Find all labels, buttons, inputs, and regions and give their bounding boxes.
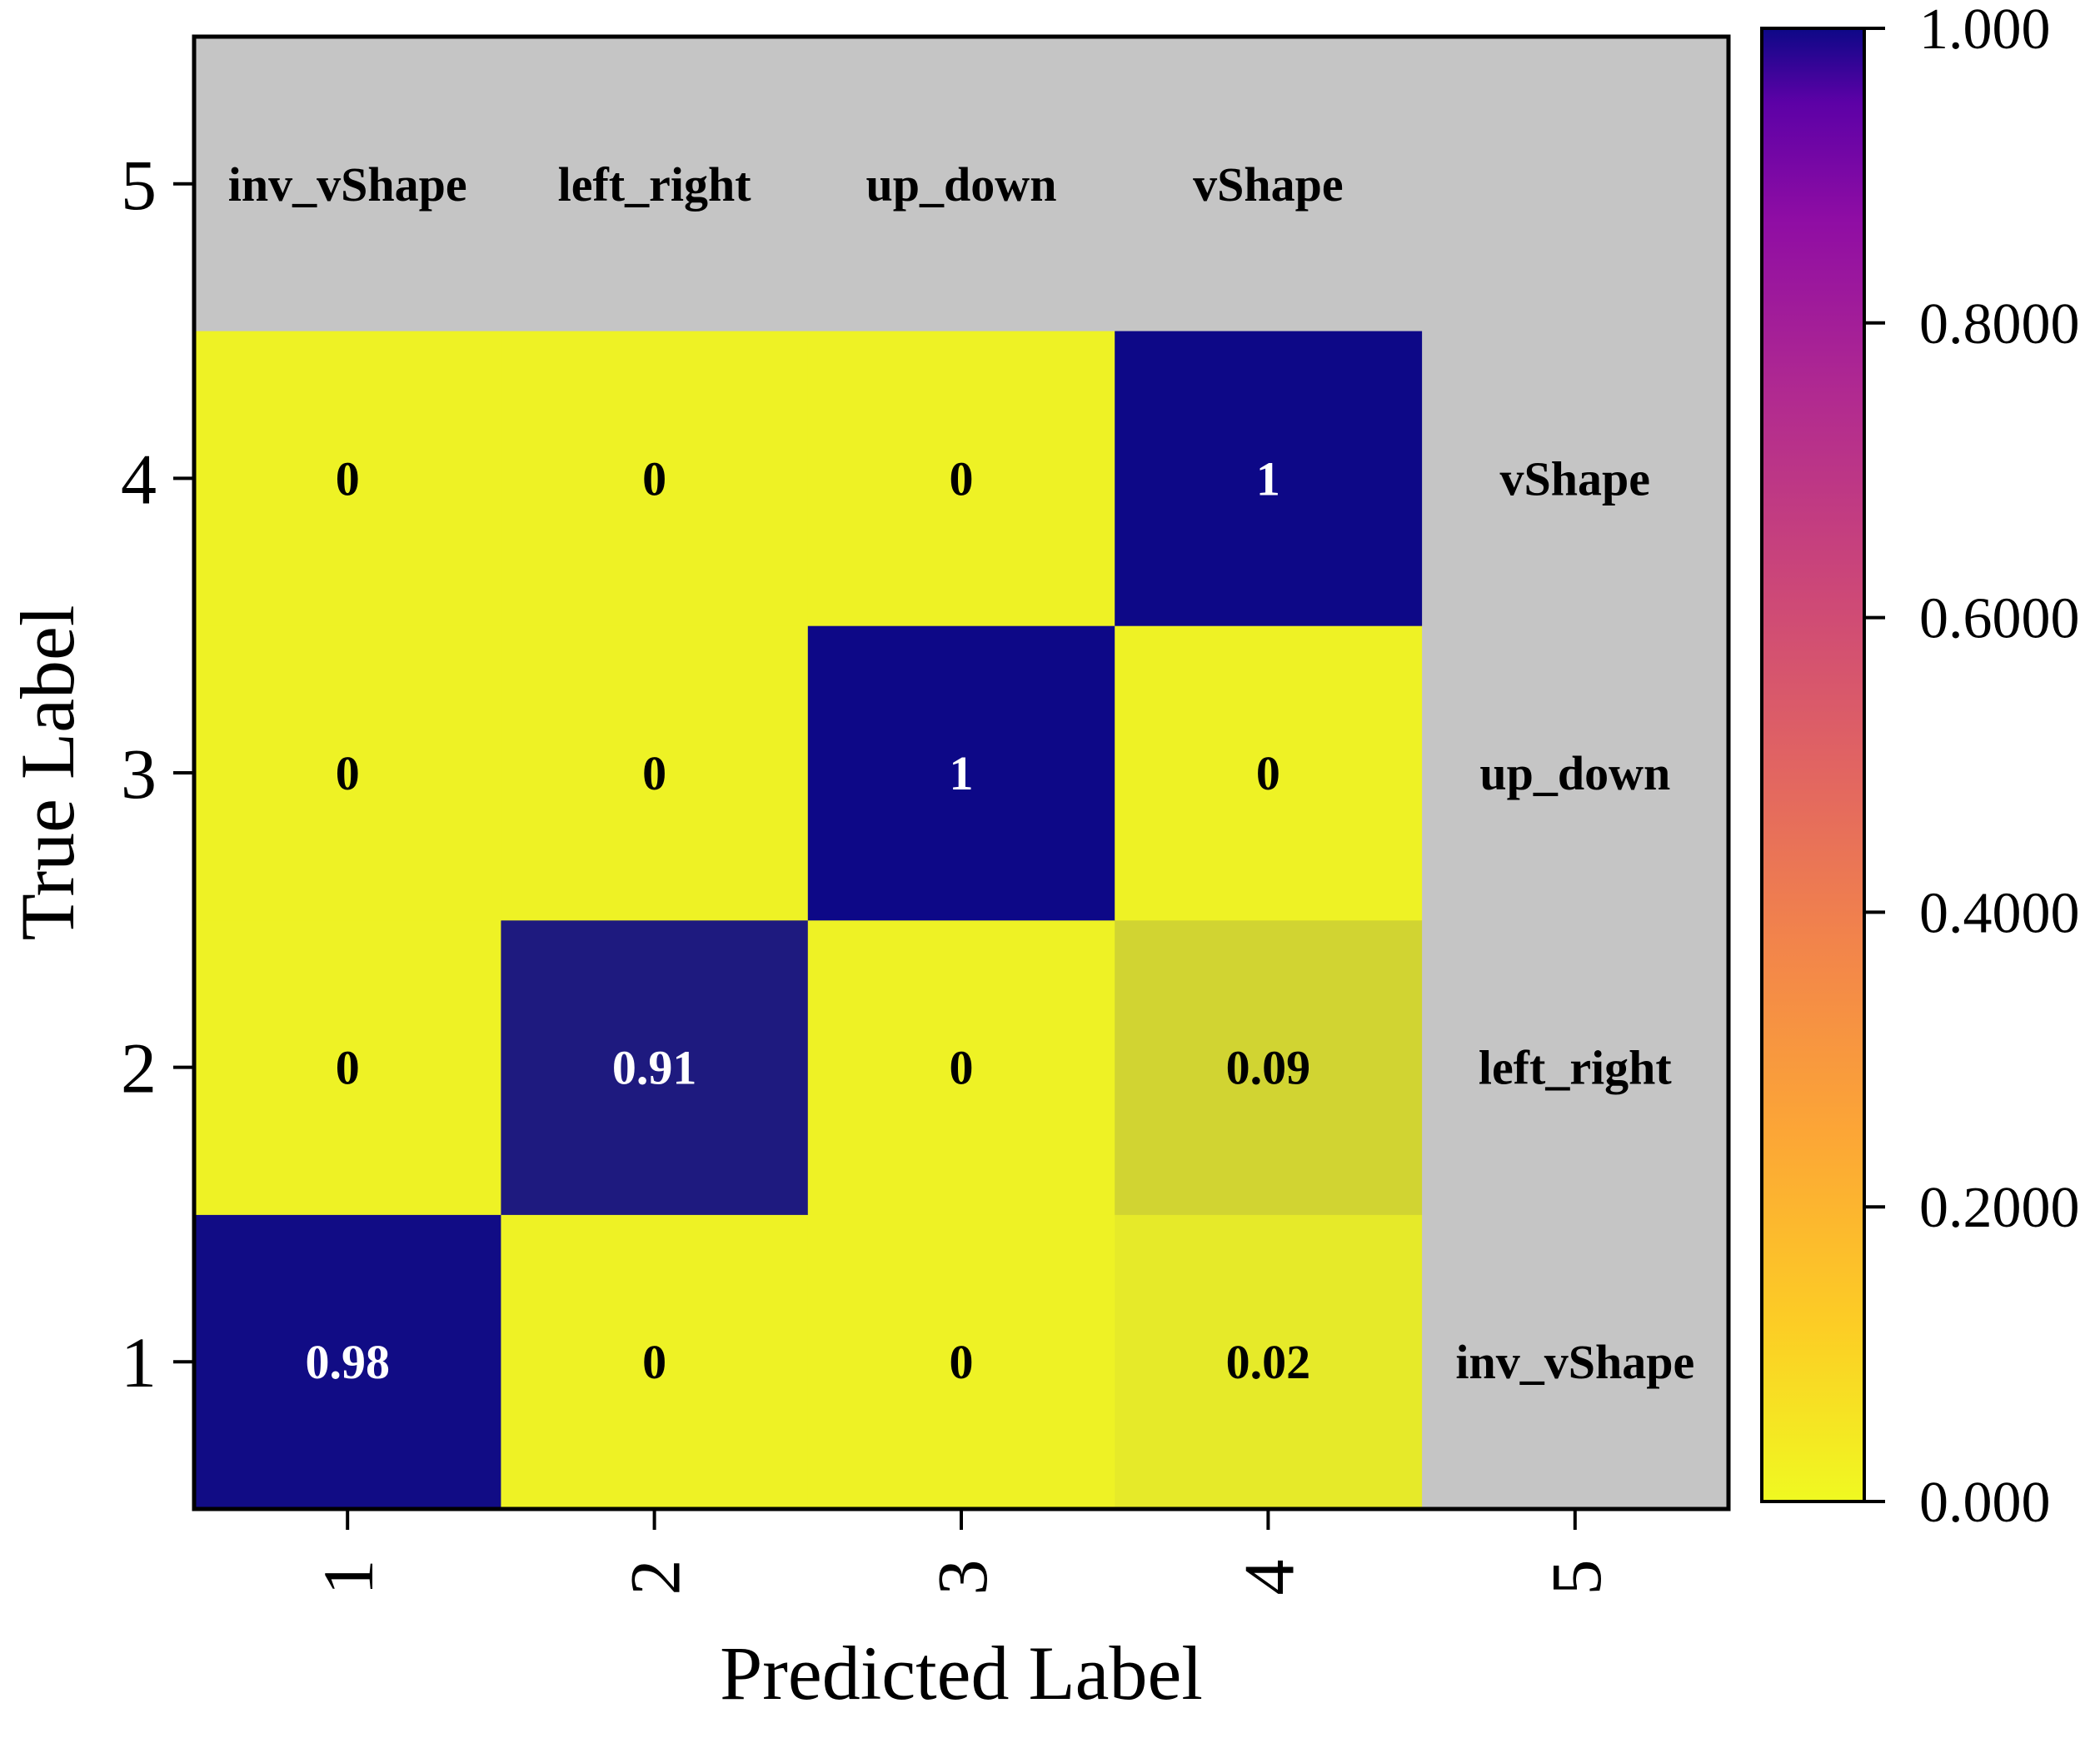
column-class-label: vShape xyxy=(1193,157,1344,212)
x-tick-label: 4 xyxy=(1229,1560,1309,1596)
heatmap-cell xyxy=(1115,1214,1423,1510)
cell-value-label: 0 xyxy=(950,1335,974,1389)
x-axis-ticks: 1 2 3 4 5 xyxy=(308,1509,1616,1596)
colorbar-tick-label: 0.4000 xyxy=(1919,881,2080,945)
x-axis-title: Predicted Label xyxy=(720,1631,1203,1716)
y-axis-ticks: 1 2 3 4 5 xyxy=(121,145,194,1402)
row-class-label: vShape xyxy=(1500,451,1651,505)
x-tick-label: 5 xyxy=(1536,1560,1616,1596)
heatmap-cell xyxy=(501,919,809,1215)
cell-value-label: 0.02 xyxy=(1226,1335,1311,1389)
colorbar-tick-label: 1.000 xyxy=(1919,0,2051,62)
column-class-label: inv_vShape xyxy=(228,157,467,212)
x-tick-label: 1 xyxy=(308,1560,388,1596)
colorbar-tick-label: 0.8000 xyxy=(1919,292,2080,356)
y-tick-label: 2 xyxy=(121,1028,157,1108)
cell-value-label: 0 xyxy=(642,746,666,800)
heatmap-cell xyxy=(807,1214,1115,1510)
cell-value-label: 0 xyxy=(950,1041,974,1095)
y-tick-label: 5 xyxy=(121,145,157,225)
heatmap-cell xyxy=(807,919,1115,1215)
colorbar-tick-label: 0.000 xyxy=(1919,1471,2051,1535)
heatmap-cell xyxy=(501,1214,809,1510)
colorbar-ticks: 0.000 0.2000 0.4000 0.6000 0.8000 1.000 xyxy=(1864,0,2080,1535)
cell-value-label: 0 xyxy=(642,1335,666,1389)
row-class-label: left_right xyxy=(1479,1041,1673,1095)
cell-value-label: 0 xyxy=(336,451,360,505)
y-tick-label: 4 xyxy=(121,439,157,519)
heatmap-cells: 0.98 0 0 0.02 0 0.91 0 0.09 0 0 1 0 0 0 0 1 xyxy=(194,331,1423,1510)
colorbar xyxy=(1760,27,1866,1503)
colorbar-tick-label: 0.2000 xyxy=(1919,1176,2080,1240)
row-class-label: up_down xyxy=(1479,746,1670,800)
heatmap-cell xyxy=(1115,331,1423,626)
column-class-label: left_right xyxy=(558,157,752,212)
cell-value-label: 0 xyxy=(336,1041,360,1095)
cell-value-label: 0.09 xyxy=(1226,1041,1311,1095)
heatmap-cell xyxy=(807,331,1115,626)
heatmap-cell xyxy=(194,1214,501,1510)
heatmap-cell xyxy=(501,625,809,921)
heatmap-cell xyxy=(501,331,809,626)
heatmap-cell xyxy=(807,625,1115,921)
cell-value-label: 0 xyxy=(1256,746,1280,800)
heatmap-cell xyxy=(1115,919,1423,1215)
cell-value-label: 1 xyxy=(1256,451,1280,505)
cell-value-label: 0 xyxy=(336,746,360,800)
cell-value-label: 1 xyxy=(950,746,974,800)
heatmap-cell xyxy=(194,919,501,1215)
cell-value-label: 0 xyxy=(642,451,666,505)
heatmap-cell xyxy=(194,331,501,626)
x-tick-label: 3 xyxy=(922,1560,1002,1596)
y-tick-label: 3 xyxy=(121,734,157,814)
heatmap-cell xyxy=(194,625,501,921)
column-class-label: up_down xyxy=(866,157,1057,212)
y-axis-title: True Label xyxy=(5,605,90,941)
heatmap-cell xyxy=(1115,625,1423,921)
cell-value-label: 0.91 xyxy=(612,1041,697,1095)
column-class-labels: inv_vShape left_right up_down vShape xyxy=(228,157,1344,212)
colorbar-tick-label: 0.6000 xyxy=(1919,587,2080,651)
x-tick-label: 2 xyxy=(616,1560,696,1596)
cell-value-label: 0 xyxy=(950,451,974,505)
row-class-label: inv_vShape xyxy=(1455,1335,1694,1389)
cell-value-label: 0.98 xyxy=(305,1335,390,1389)
y-tick-label: 1 xyxy=(121,1322,157,1402)
row-class-labels: inv_vShape left_right up_down vShape xyxy=(1455,451,1694,1389)
